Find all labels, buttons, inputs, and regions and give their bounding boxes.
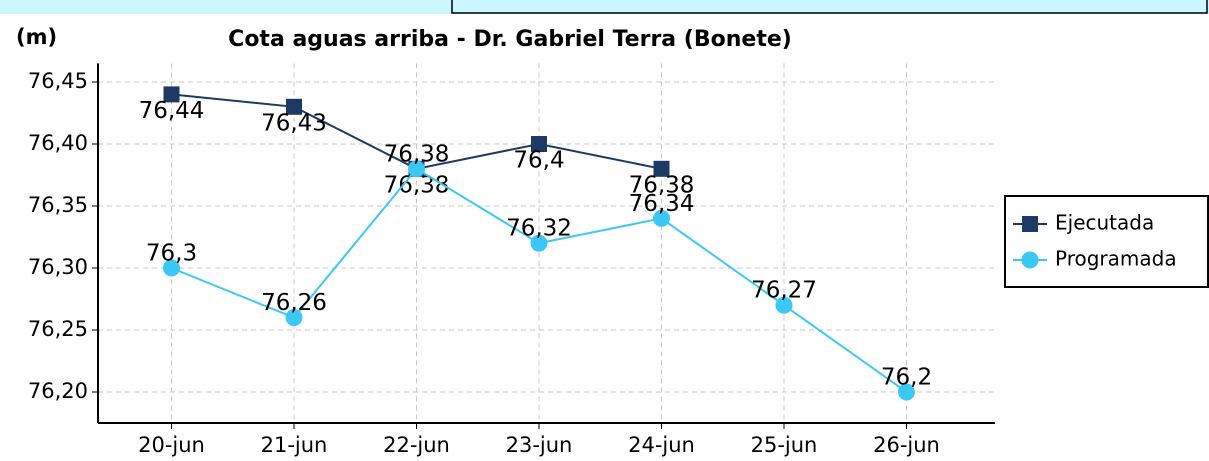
data-label: 76,43 xyxy=(261,110,327,136)
y-tick-label: 76,25 xyxy=(28,317,88,341)
marker xyxy=(163,86,180,103)
marker xyxy=(531,136,547,152)
data-label: 76,27 xyxy=(751,278,817,304)
y-tick-label: 76,20 xyxy=(28,379,88,403)
data-label: 76,32 xyxy=(506,216,572,242)
y-tick-label: 76,45 xyxy=(28,69,88,93)
legend-label: Ejecutada xyxy=(1055,211,1154,235)
data-label: 76,2 xyxy=(881,365,932,391)
y-tick-label: 76,35 xyxy=(28,193,88,217)
marker xyxy=(530,234,548,252)
data-label: 76,38 xyxy=(629,172,695,198)
marker xyxy=(285,309,303,327)
y-tick-label: 76,40 xyxy=(28,131,88,155)
marker xyxy=(163,259,180,277)
x-tick-label: 23-jun xyxy=(506,433,573,457)
x-tick-label: 22-jun xyxy=(383,433,450,457)
marker xyxy=(408,160,425,178)
marker xyxy=(1021,251,1039,269)
marker xyxy=(286,98,302,115)
x-tick-label: 21-jun xyxy=(261,433,328,457)
top-strip xyxy=(0,0,1209,14)
legend-label: Programada xyxy=(1055,247,1177,271)
marker xyxy=(898,383,915,401)
data-label: 76,3 xyxy=(146,241,197,267)
x-tick-label: 25-jun xyxy=(751,433,818,457)
marker xyxy=(775,296,793,314)
x-tick-label: 24-jun xyxy=(628,433,695,457)
top-box xyxy=(451,0,1208,14)
x-tick-label: 20-jun xyxy=(138,433,205,457)
y-axis-label: (m) xyxy=(16,25,57,49)
marker xyxy=(653,209,670,227)
data-label: 76,26 xyxy=(261,290,327,316)
marker xyxy=(653,160,670,177)
data-label: 76,44 xyxy=(139,98,205,124)
legend-box xyxy=(1004,195,1209,288)
chart-title: Cota aguas arriba - Dr. Gabriel Terra (B… xyxy=(228,27,792,52)
x-tick-label: 26-jun xyxy=(873,433,940,457)
y-tick-label: 76,30 xyxy=(28,255,88,279)
data-label: 76,34 xyxy=(629,191,695,217)
marker xyxy=(1022,216,1038,232)
data-label: 76,38 xyxy=(384,141,450,167)
data-label: 76,4 xyxy=(513,148,564,174)
